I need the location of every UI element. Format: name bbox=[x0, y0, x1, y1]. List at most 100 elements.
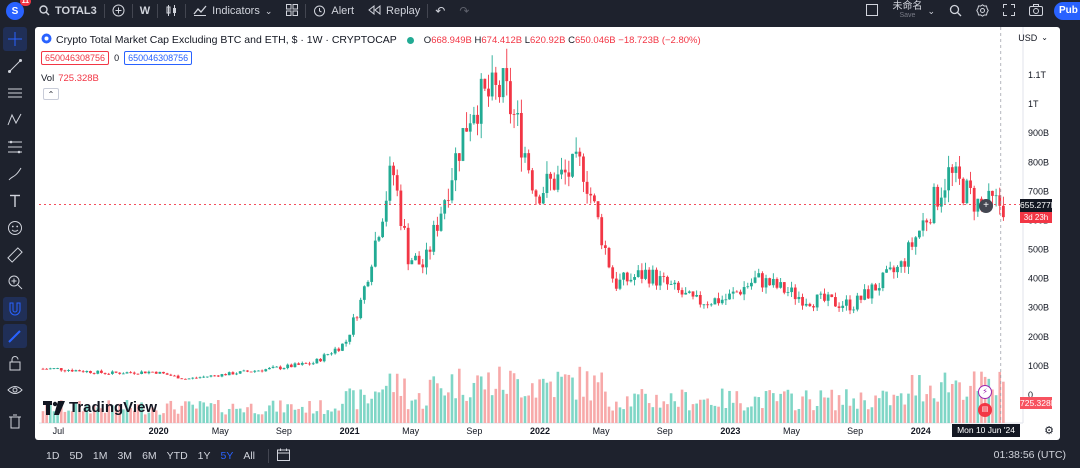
volume-bar bbox=[125, 400, 129, 423]
horizontal-lines-tool[interactable] bbox=[3, 81, 27, 105]
undo-button[interactable]: ↶ bbox=[428, 0, 452, 22]
volume-bar bbox=[70, 411, 74, 423]
fib-tool[interactable] bbox=[3, 135, 27, 159]
candle-body bbox=[815, 294, 819, 308]
candle-body bbox=[943, 190, 947, 198]
date-range-button[interactable] bbox=[277, 448, 291, 464]
candle-body bbox=[129, 372, 133, 374]
replay-button[interactable]: Replay bbox=[361, 0, 427, 22]
volume-bar bbox=[136, 404, 140, 423]
candle-body bbox=[636, 270, 640, 278]
symbol-label: TOTAL3 bbox=[55, 5, 97, 17]
y-tick-label: 0 bbox=[1028, 390, 1033, 400]
y-tick-label: 300B bbox=[1028, 303, 1049, 313]
fullscreen-button[interactable] bbox=[996, 0, 1022, 22]
ruler-icon bbox=[7, 247, 23, 263]
currency-selector[interactable]: USD ⌄ bbox=[1018, 33, 1048, 43]
timeframe-1y[interactable]: 1Y bbox=[197, 449, 211, 462]
candle-body bbox=[399, 190, 403, 226]
chart-panel[interactable]: 1.1T1T900B800B700B600B500B400B300B200B10… bbox=[35, 27, 1060, 440]
redo-button[interactable]: ↷ bbox=[452, 0, 476, 22]
volume-bar bbox=[209, 403, 213, 423]
tradingview-logo[interactable]: TradingView bbox=[43, 399, 157, 416]
candle-body bbox=[202, 376, 206, 378]
volume-bar bbox=[410, 400, 414, 423]
interval-button[interactable]: W bbox=[133, 0, 157, 22]
chevron-down-icon: ⌄ bbox=[1041, 33, 1048, 42]
quick-search-button[interactable] bbox=[942, 0, 969, 22]
volume-bar bbox=[78, 400, 81, 423]
volume-bar bbox=[549, 381, 552, 423]
publish-button[interactable]: Pub bbox=[1054, 2, 1080, 20]
candle-body bbox=[326, 354, 330, 356]
candle-body bbox=[793, 287, 797, 300]
candle-body bbox=[483, 78, 487, 89]
brush-tool[interactable] bbox=[3, 162, 27, 186]
indicators-button[interactable]: Indicators ⌄ bbox=[186, 0, 279, 22]
trend-line-tool[interactable] bbox=[3, 54, 27, 78]
candle-body bbox=[523, 153, 527, 158]
snapshot-button[interactable] bbox=[1022, 0, 1050, 22]
volume-bar bbox=[246, 407, 249, 423]
zoom-tool[interactable] bbox=[3, 270, 27, 294]
utc-clock[interactable]: 01:38:56 (UTC) bbox=[993, 449, 1066, 461]
volume-bar bbox=[260, 414, 264, 423]
timeframe-3m[interactable]: 3M bbox=[117, 449, 133, 462]
compare-symbol-button[interactable] bbox=[105, 0, 132, 22]
layouts-button[interactable] bbox=[279, 0, 305, 22]
volume-bar bbox=[297, 408, 300, 423]
flash-event-icon[interactable]: ⚡ bbox=[978, 385, 992, 399]
market-status-dot[interactable] bbox=[406, 36, 414, 44]
buy-button[interactable]: 650046308756 bbox=[124, 51, 193, 65]
volume-bar bbox=[67, 410, 70, 423]
measure-tool[interactable] bbox=[3, 243, 27, 267]
candle-body bbox=[330, 353, 333, 355]
symbol-search-button[interactable]: TOTAL3 bbox=[32, 0, 104, 22]
candle-body bbox=[655, 269, 658, 286]
chart-type-button[interactable] bbox=[158, 0, 185, 22]
candle-body bbox=[991, 190, 994, 196]
candle-body bbox=[640, 270, 644, 279]
collapse-legend-button[interactable]: ⌃ bbox=[43, 88, 59, 100]
emoji-tool[interactable] bbox=[3, 216, 27, 240]
chart-title[interactable]: Crypto Total Market Cap Excluding BTC an… bbox=[56, 34, 397, 46]
timeframe-ytd[interactable]: YTD bbox=[166, 449, 188, 462]
volume-bar bbox=[468, 397, 472, 423]
layout-select-button[interactable] bbox=[859, 0, 885, 22]
volume-bar bbox=[381, 389, 384, 423]
hide-drawings-tool[interactable] bbox=[3, 378, 27, 402]
sell-button[interactable]: 650046308756 bbox=[41, 51, 110, 65]
timeframe-6m[interactable]: 6M bbox=[142, 449, 157, 462]
timeframe-1m[interactable]: 1M bbox=[92, 449, 108, 462]
logo-text: TradingView bbox=[69, 399, 158, 416]
crosshair-tool[interactable] bbox=[3, 27, 27, 51]
settings-button[interactable] bbox=[969, 0, 996, 22]
stay-in-drawing-tool[interactable] bbox=[3, 324, 27, 348]
timeframe-1d[interactable]: 1D bbox=[46, 449, 60, 462]
candle-body bbox=[567, 172, 571, 177]
volume-bar bbox=[852, 398, 855, 423]
us-flag-event-icon[interactable]: ▤ bbox=[978, 403, 992, 417]
candle-body bbox=[446, 200, 450, 201]
x-tick-label: 2020 bbox=[149, 426, 169, 436]
alert-button[interactable]: Alert bbox=[306, 0, 361, 22]
pattern-tool[interactable] bbox=[3, 108, 27, 132]
remove-drawings-tool[interactable] bbox=[3, 409, 27, 433]
lock-drawings-tool[interactable] bbox=[3, 351, 27, 375]
candle-body bbox=[870, 284, 874, 299]
chart-canvas[interactable]: 1.1T1T900B800B700B600B500B400B300B200B10… bbox=[35, 27, 1060, 440]
timeframe-5d[interactable]: 5D bbox=[69, 449, 83, 462]
chart-settings-gear-icon[interactable]: ⚙ bbox=[1044, 425, 1054, 437]
volume-bar bbox=[52, 411, 56, 423]
text-tool[interactable] bbox=[3, 189, 27, 213]
user-avatar[interactable]: S 11 bbox=[6, 0, 31, 20]
candle-body bbox=[304, 362, 308, 364]
volume-bar bbox=[874, 395, 877, 423]
magnet-tool[interactable] bbox=[3, 297, 27, 321]
volume-bar bbox=[103, 412, 107, 423]
add-alert-crosshair-button[interactable]: + bbox=[979, 199, 993, 213]
save-layout-button[interactable]: 未命名 Save ⌄ bbox=[885, 0, 942, 22]
candle-body bbox=[41, 368, 45, 370]
timeframe-5y[interactable]: 5Y bbox=[220, 449, 234, 462]
timeframe-all[interactable]: All bbox=[243, 449, 256, 462]
